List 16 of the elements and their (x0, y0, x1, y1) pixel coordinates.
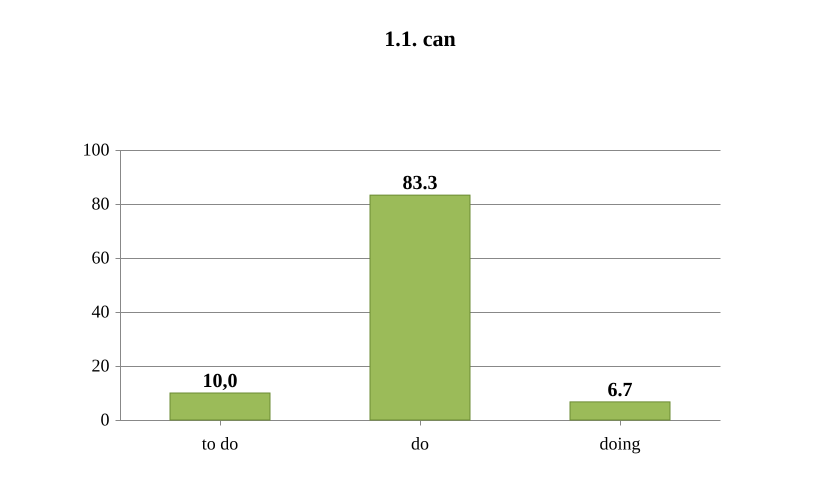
y-tick-label: 80 (92, 194, 110, 214)
data-label: 83.3 (402, 172, 438, 194)
chart-title: 1.1. can (384, 26, 456, 51)
bar (570, 401, 670, 420)
data-label: 10,0 (202, 370, 238, 392)
bar (170, 392, 270, 420)
y-tick-label: 40 (92, 302, 110, 322)
y-tick-label: 60 (92, 248, 110, 268)
y-tick-label: 0 (100, 410, 110, 430)
x-tick-label: do (411, 434, 429, 454)
x-tick-label: doing (599, 434, 641, 454)
data-label: 6.7 (608, 378, 632, 401)
y-tick-label: 20 (92, 356, 110, 376)
x-tick-label: to do (202, 434, 238, 454)
y-tick-label: 100 (82, 140, 110, 160)
bar (370, 194, 470, 420)
